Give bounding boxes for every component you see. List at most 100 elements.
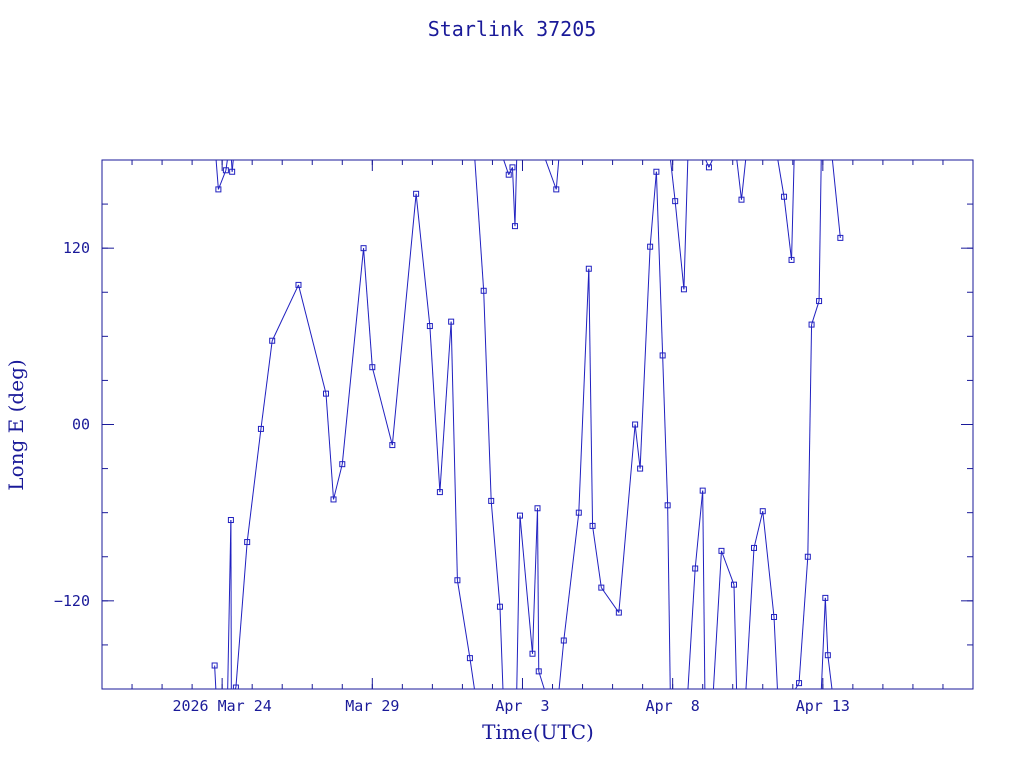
series-segment bbox=[662, 355, 669, 506]
series-segment bbox=[563, 512, 580, 641]
data-point bbox=[222, 167, 229, 174]
data-point bbox=[330, 496, 337, 503]
y-axis-label: Long E (deg) bbox=[4, 359, 28, 490]
data-point bbox=[448, 318, 455, 325]
data-point bbox=[816, 298, 823, 305]
data-point bbox=[632, 421, 639, 428]
series-segment bbox=[639, 246, 651, 469]
series-segment bbox=[798, 556, 809, 684]
series-segment bbox=[519, 515, 533, 654]
series-segment bbox=[588, 268, 594, 526]
data-point bbox=[796, 680, 803, 687]
series-segment bbox=[720, 550, 735, 585]
series-segment bbox=[474, 160, 485, 291]
data-point bbox=[589, 522, 596, 529]
series-segment bbox=[674, 201, 685, 290]
series-segment bbox=[600, 587, 620, 613]
data-point bbox=[496, 603, 503, 610]
series-segment bbox=[712, 550, 722, 689]
data-point bbox=[511, 223, 518, 230]
series-segment bbox=[341, 248, 365, 465]
series-segment bbox=[736, 160, 742, 200]
data-point bbox=[257, 425, 264, 432]
data-point bbox=[426, 323, 433, 330]
series-segment bbox=[820, 597, 826, 689]
data-point bbox=[229, 168, 236, 175]
series-segment bbox=[558, 640, 565, 689]
series-segment bbox=[214, 665, 217, 689]
data-point bbox=[516, 512, 523, 519]
series-segment bbox=[439, 321, 452, 493]
series-segment bbox=[831, 160, 841, 238]
series-segment bbox=[702, 490, 706, 689]
series-segment bbox=[371, 367, 393, 446]
series-segment bbox=[490, 500, 501, 607]
series-segment bbox=[655, 171, 664, 356]
series-segment bbox=[733, 584, 738, 689]
series-segment bbox=[260, 340, 273, 429]
data-point bbox=[413, 190, 420, 197]
data-point bbox=[535, 668, 542, 675]
data-point bbox=[339, 461, 346, 468]
data-point bbox=[637, 465, 644, 472]
series-segment bbox=[783, 196, 793, 260]
series-segment bbox=[227, 520, 232, 689]
chart-title: Starlink 37205 bbox=[428, 17, 597, 41]
series-segment bbox=[687, 568, 696, 689]
series-segment bbox=[508, 167, 513, 175]
data-point bbox=[480, 287, 487, 294]
data-point bbox=[575, 509, 582, 516]
data-point bbox=[804, 553, 811, 560]
data-point bbox=[822, 594, 829, 601]
series-segment bbox=[514, 160, 518, 227]
data-point bbox=[454, 577, 461, 584]
data-point bbox=[824, 652, 831, 659]
data-point bbox=[699, 487, 706, 494]
series-segment bbox=[450, 321, 458, 581]
y-tick-label: −120 bbox=[54, 592, 90, 610]
y-tick-label: 00 bbox=[72, 416, 90, 434]
data-point bbox=[730, 581, 737, 588]
series-segment bbox=[753, 511, 764, 549]
series-segment bbox=[824, 597, 829, 656]
series-segment bbox=[456, 580, 471, 659]
series-segment bbox=[545, 160, 557, 190]
series-segment bbox=[618, 424, 636, 613]
data-point bbox=[808, 321, 815, 328]
series-segment bbox=[429, 326, 441, 493]
series-segment bbox=[649, 171, 657, 247]
data-point bbox=[389, 442, 396, 449]
series-segment bbox=[827, 655, 833, 689]
series-segment bbox=[537, 508, 540, 672]
data-point bbox=[211, 662, 218, 669]
data-point bbox=[781, 193, 788, 200]
x-tick-labels: 2026 Mar 24 Mar 29 Apr 3 Apr 8 Apr 13 bbox=[172, 697, 849, 715]
data-point bbox=[718, 547, 725, 554]
data-point bbox=[788, 256, 795, 263]
series-segment bbox=[271, 284, 299, 341]
series-segment bbox=[794, 682, 800, 689]
series-segment bbox=[516, 515, 521, 689]
data-point bbox=[837, 234, 844, 241]
series-segment bbox=[333, 464, 343, 500]
data-point bbox=[738, 196, 745, 203]
series-segment bbox=[818, 160, 822, 302]
data-point bbox=[692, 565, 699, 572]
data-point bbox=[227, 517, 234, 524]
data-point bbox=[232, 684, 239, 689]
y-tick-labels: 120 00 −120 bbox=[54, 239, 90, 610]
series-segment bbox=[363, 248, 373, 368]
data-point bbox=[672, 198, 679, 205]
series-segment bbox=[483, 290, 492, 501]
series-segment bbox=[215, 160, 219, 190]
series-segment bbox=[777, 160, 785, 197]
series-segment bbox=[773, 616, 778, 689]
series-segment bbox=[634, 424, 641, 469]
series-segment bbox=[811, 300, 820, 325]
series-segment bbox=[511, 167, 516, 227]
series-segment bbox=[683, 160, 689, 290]
x-tick-label: Apr 3 bbox=[495, 697, 549, 715]
series-segment bbox=[592, 525, 602, 588]
data-point bbox=[466, 655, 473, 662]
